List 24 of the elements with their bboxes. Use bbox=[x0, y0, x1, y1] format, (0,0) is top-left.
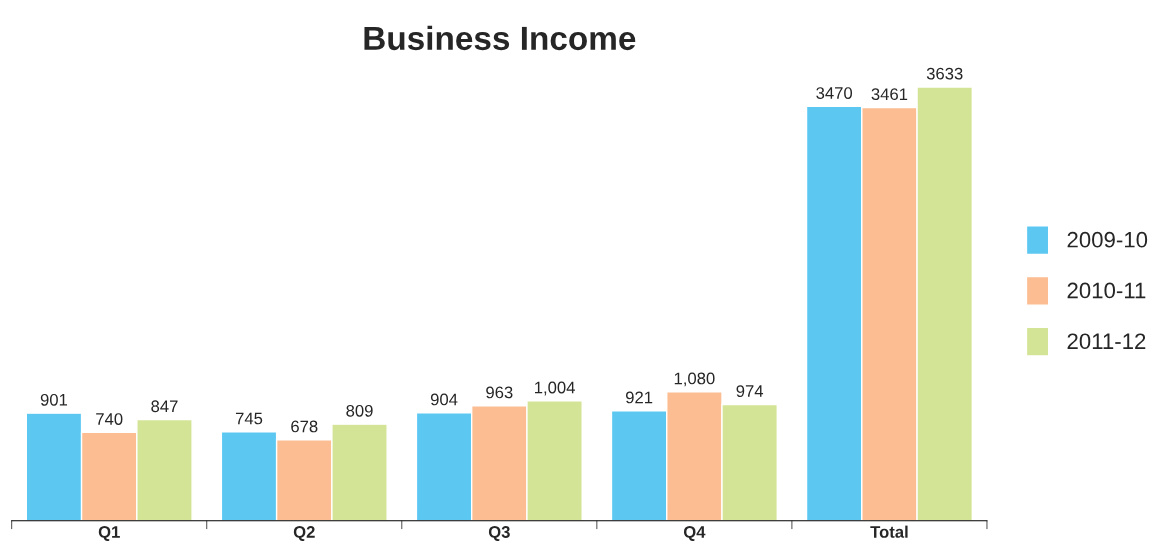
data-label: 1,004 bbox=[535, 381, 575, 396]
data-label: 963 bbox=[486, 386, 513, 399]
data-label: 740 bbox=[96, 413, 123, 425]
x-tick-label: Q4 bbox=[683, 526, 706, 541]
data-label: 921 bbox=[625, 391, 653, 404]
data-label: 3470 bbox=[816, 87, 853, 99]
data-label: 974 bbox=[736, 385, 764, 397]
data-label: 3461 bbox=[871, 88, 908, 101]
legend-label: 2011-12 bbox=[1067, 333, 1146, 350]
data-label: 847 bbox=[151, 400, 178, 413]
data-label: 904 bbox=[430, 393, 458, 406]
data-label: 745 bbox=[235, 412, 263, 425]
data-label: 3633 bbox=[926, 67, 963, 80]
legend-label: 2010-11 bbox=[1067, 282, 1146, 299]
legend-label: 2009-10 bbox=[1067, 231, 1148, 248]
data-label: 809 bbox=[346, 404, 373, 417]
data-label: 1,080 bbox=[674, 372, 715, 387]
x-tick-label: Q2 bbox=[293, 526, 315, 541]
chart-title: Business Income bbox=[364, 25, 636, 51]
x-tick-label: Q3 bbox=[488, 526, 510, 541]
data-label: 678 bbox=[291, 420, 318, 433]
x-tick-label: Q1 bbox=[98, 526, 120, 541]
data-label: 901 bbox=[40, 393, 68, 406]
x-tick-label: Total bbox=[870, 525, 908, 538]
